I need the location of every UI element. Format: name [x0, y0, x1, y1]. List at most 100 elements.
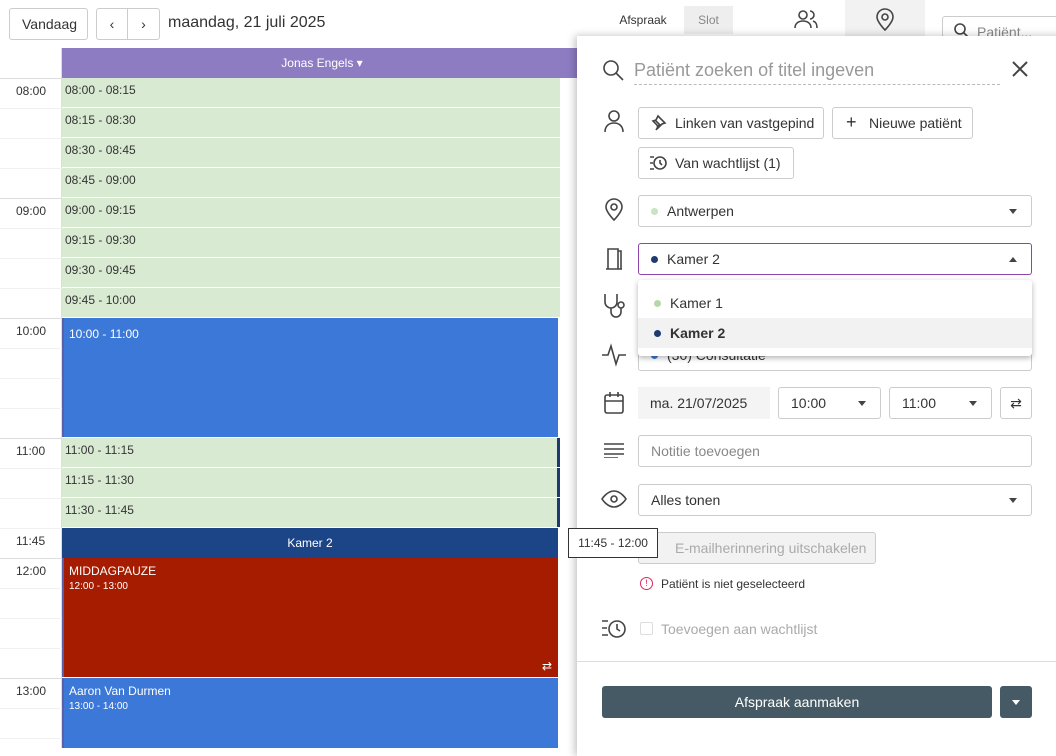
activity-icon	[602, 343, 626, 367]
close-button[interactable]	[1011, 60, 1029, 78]
free-slot[interactable]: 08:30 - 08:45	[62, 138, 560, 167]
grid-line	[0, 198, 62, 199]
room-option[interactable]: Kamer 1	[638, 288, 1032, 318]
note-input[interactable]: Notitie toevoegen	[638, 435, 1032, 467]
grid-line	[0, 648, 62, 649]
tooltip: 11:45 - 12:00	[568, 528, 658, 558]
room-option[interactable]: Kamer 2	[638, 318, 1032, 348]
waitlist-checkbox[interactable]	[640, 622, 653, 635]
link-button[interactable]: Linken van vastgepind	[638, 107, 824, 139]
grid-line	[0, 78, 62, 79]
room-option-label: Kamer 1	[670, 295, 723, 311]
title-input[interactable]: Patiënt zoeken of titel ingeven	[634, 60, 1000, 85]
plus-icon: +	[846, 112, 857, 132]
error-icon: !	[640, 577, 653, 590]
free-slot[interactable]: 11:00 - 11:15	[62, 438, 560, 467]
history-icon	[650, 156, 667, 170]
resource-name: Jonas Engels	[281, 56, 354, 70]
hour-label: 10:00	[16, 324, 47, 338]
end-select[interactable]: 11:00	[889, 387, 992, 419]
grid-line	[0, 618, 62, 619]
location-select[interactable]: Antwerpen	[638, 195, 1032, 227]
grid-line	[0, 708, 62, 709]
hour-label: 11:45	[16, 534, 46, 548]
patient-icon	[604, 110, 624, 133]
event-time: 12:00 - 13:00	[69, 581, 128, 592]
waitlist-button[interactable]: Van wachtlijst (1)	[638, 147, 794, 179]
visibility-value: Alles tonen	[651, 492, 721, 508]
start-select[interactable]: 10:00	[778, 387, 881, 419]
submit-button[interactable]: Afspraak aanmaken	[602, 686, 992, 718]
free-slot[interactable]: 09:15 - 09:30	[62, 228, 560, 257]
free-slot[interactable]: 11:30 - 11:45	[62, 498, 560, 527]
date-title: maandag, 21 juli 2025	[168, 14, 326, 31]
tab[interactable]: Slot	[684, 6, 733, 34]
room-dropdown: Kamer 1 Kamer 2	[638, 280, 1032, 356]
break-event[interactable]: MIDDAGPAUZE 12:00 - 13:00 ⇄	[62, 558, 558, 677]
hour-label: 09:00	[16, 204, 47, 218]
grid-line	[0, 408, 62, 409]
free-slot[interactable]: 08:15 - 08:30	[62, 108, 560, 137]
grid-line	[0, 108, 62, 109]
calendar-icon	[604, 392, 624, 414]
slot-marker	[557, 438, 560, 467]
waitlist-label: Toevoegen aan wachtlijst	[661, 621, 818, 637]
event-title: Kamer 2	[287, 536, 333, 550]
free-slot[interactable]: 08:00 - 08:15	[62, 78, 560, 107]
resource-header[interactable]: Jonas Engels ▾	[62, 48, 582, 78]
new-patient-button[interactable]: Nieuwe patiënt	[832, 107, 973, 139]
free-slot[interactable]: 09:45 - 10:00	[62, 288, 560, 317]
hour-label: 11:00	[16, 444, 46, 458]
grid-line	[0, 258, 62, 259]
grid-line	[0, 348, 62, 349]
grid-line	[0, 528, 62, 529]
repeat-icon: ⇄	[541, 659, 552, 673]
door-icon	[606, 248, 622, 270]
stethoscope-icon	[604, 294, 625, 318]
prev-button[interactable]: ‹	[96, 8, 128, 40]
slot-marker	[557, 498, 560, 527]
appointment[interactable]: 10:00 - 11:00	[62, 318, 558, 437]
room-select[interactable]: Kamer 2	[638, 243, 1032, 275]
location-icon[interactable]	[874, 6, 896, 32]
hour-label: 12:00	[16, 564, 47, 578]
grid-line	[0, 378, 62, 379]
time-column	[0, 48, 62, 748]
people-icon[interactable]	[793, 8, 819, 30]
grid-line	[0, 558, 62, 559]
grid-line	[0, 438, 62, 439]
room-bar[interactable]: Kamer 2	[62, 528, 558, 558]
free-slot[interactable]: 09:30 - 09:45	[62, 258, 560, 287]
hour-label: 08:00	[16, 84, 47, 98]
grid-line	[0, 738, 62, 739]
grid-line	[0, 498, 62, 499]
room-option-label: Kamer 2	[670, 325, 726, 341]
waitlist-icon	[602, 620, 626, 638]
grid-line	[0, 678, 62, 679]
free-slot[interactable]: 09:00 - 09:15	[62, 198, 560, 227]
free-slot[interactable]: 11:15 - 11:30	[62, 468, 560, 497]
tab[interactable]: Afspraak	[602, 6, 684, 34]
start-value: 10:00	[791, 395, 827, 411]
email-toggle[interactable]: E-mailherinnering uitschakelen	[638, 532, 876, 564]
visibility-select[interactable]: Alles tonen	[638, 484, 1032, 516]
grid-line	[0, 138, 62, 139]
grid-line	[0, 168, 62, 169]
eye-icon	[601, 490, 627, 508]
event-time: 13:00 - 14:00	[69, 701, 128, 712]
search-icon	[603, 60, 624, 81]
date-field[interactable]: ma. 21/07/2025	[638, 387, 770, 419]
today-button[interactable]: Vandaag	[9, 8, 88, 40]
appointment[interactable]: Aaron Van Durmen 13:00 - 14:00	[62, 678, 558, 748]
grid-line	[0, 588, 62, 589]
location-value: Antwerpen	[667, 203, 734, 219]
next-button[interactable]: ›	[127, 8, 160, 40]
side-panel: Patiënt zoeken of titel ingeven Linken v…	[577, 36, 1056, 756]
repeat-button[interactable]: ⇄	[1000, 387, 1032, 419]
free-slot[interactable]: 08:45 - 09:00	[62, 168, 560, 197]
event-title: MIDDAGPAUZE	[69, 564, 157, 578]
room-value: Kamer 2	[667, 251, 720, 267]
hour-label: 13:00	[16, 684, 47, 698]
submit-menu[interactable]	[1000, 686, 1032, 718]
